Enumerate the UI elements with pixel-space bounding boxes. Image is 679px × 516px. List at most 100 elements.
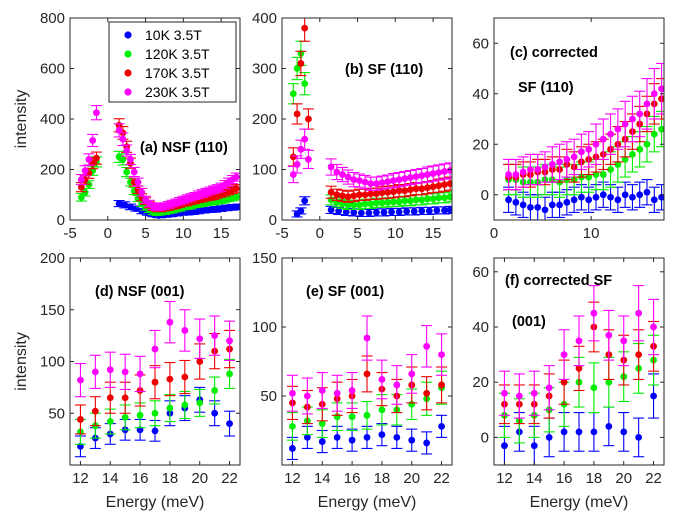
data-point <box>136 370 144 378</box>
data-point <box>134 178 142 186</box>
data-point <box>515 392 523 400</box>
data-point <box>89 137 97 144</box>
y-tick-label: 60 <box>472 35 489 52</box>
data-point <box>407 174 414 181</box>
data-point <box>344 201 352 209</box>
data-point <box>441 194 448 202</box>
y-tick-label: 150 <box>40 302 65 319</box>
data-point <box>344 173 352 181</box>
data-point <box>599 135 607 143</box>
x-tick-label: 5 <box>353 225 361 242</box>
data-point <box>620 428 628 436</box>
data-point <box>425 207 433 215</box>
x-tick-label: 20 <box>191 470 208 487</box>
data-point <box>548 161 556 168</box>
data-point <box>429 183 437 191</box>
x-tick-label: 5 <box>141 225 149 242</box>
data-point <box>350 176 358 184</box>
data-point <box>151 409 159 417</box>
series-230k-3.5t <box>287 128 452 191</box>
data-point <box>121 368 129 376</box>
x-tick-label: 10 <box>583 225 600 242</box>
legend-marker <box>124 88 132 96</box>
data-point <box>578 193 585 201</box>
data-point <box>333 191 341 199</box>
data-point <box>563 198 571 206</box>
data-point <box>356 191 363 199</box>
data-point <box>607 130 614 138</box>
data-point <box>605 331 613 339</box>
data-point <box>635 309 643 317</box>
legend-label: 120K 3.5T <box>145 46 210 62</box>
data-point <box>77 183 85 191</box>
data-point <box>423 389 431 397</box>
data-point <box>548 201 556 209</box>
x-tick-label: 16 <box>556 470 573 487</box>
data-point <box>446 180 452 188</box>
legend-marker <box>124 31 132 39</box>
data-point <box>395 187 403 195</box>
x-tick-label: 22 <box>645 470 662 487</box>
data-point <box>384 198 392 206</box>
data-point <box>166 318 174 326</box>
data-point <box>361 191 369 199</box>
data-point <box>438 381 445 389</box>
y-tick-label: 50 <box>48 405 65 422</box>
data-point <box>181 327 189 334</box>
data-point <box>585 173 593 181</box>
data-point <box>629 150 636 158</box>
data-point <box>563 156 571 163</box>
x-tick-label: 15 <box>425 225 442 242</box>
data-point <box>77 416 84 423</box>
data-point <box>301 80 309 88</box>
data-point <box>166 404 174 412</box>
data-point <box>106 418 114 425</box>
data-layer <box>286 315 448 461</box>
data-point <box>127 156 134 163</box>
data-point <box>357 209 365 217</box>
data-layer <box>503 62 664 220</box>
data-point <box>512 198 520 206</box>
data-point <box>545 434 553 441</box>
data-point <box>380 209 388 216</box>
y-tick-label: 50 <box>260 388 277 405</box>
data-point <box>361 200 369 208</box>
data-point <box>373 180 380 188</box>
data-point <box>643 100 651 108</box>
data-point <box>384 188 392 196</box>
data-point <box>408 370 416 378</box>
series-120k-3.5t <box>287 40 452 210</box>
panel-c: 0 10 0 20 40 60 (c) corrected SF (110) <box>472 17 665 242</box>
data-layer <box>287 18 452 218</box>
data-point <box>560 378 568 386</box>
data-point <box>196 335 204 343</box>
data-point <box>407 197 414 205</box>
data-point <box>373 209 380 216</box>
y-tick-label: 600 <box>40 61 65 78</box>
data-point <box>91 407 99 415</box>
data-point <box>335 207 343 215</box>
data-point <box>130 168 138 176</box>
data-point <box>226 420 233 427</box>
x-tick-label: 20 <box>403 470 420 487</box>
data-point <box>363 411 371 419</box>
data-point <box>365 209 373 217</box>
data-point <box>438 351 445 358</box>
data-point <box>505 196 512 204</box>
data-point <box>621 156 629 163</box>
x-tick-label: 0 <box>104 225 112 242</box>
data-point <box>621 191 629 199</box>
data-point <box>585 196 593 204</box>
data-layer <box>498 285 660 465</box>
data-point <box>530 389 538 397</box>
data-point <box>423 342 431 350</box>
panel-annotation: (f) corrected SF <box>505 273 612 289</box>
data-point <box>223 204 231 212</box>
data-point <box>407 186 414 194</box>
data-point <box>115 126 123 134</box>
data-point <box>556 201 563 209</box>
y-tick-label: 400 <box>252 10 277 27</box>
data-point <box>229 203 236 211</box>
x-tick-label: 16 <box>132 470 149 487</box>
data-point <box>605 378 613 386</box>
